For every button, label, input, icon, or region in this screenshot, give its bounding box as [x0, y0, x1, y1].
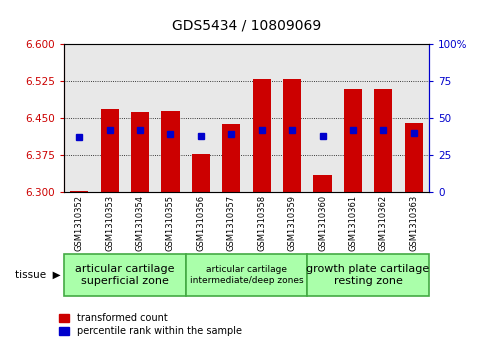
Bar [222, 124, 241, 192]
FancyBboxPatch shape [307, 254, 429, 296]
Bar [101, 109, 119, 192]
FancyBboxPatch shape [64, 254, 186, 296]
FancyBboxPatch shape [186, 254, 307, 296]
Bar [131, 112, 149, 192]
Bar [405, 123, 423, 192]
Bar [70, 191, 88, 192]
Bar [252, 79, 271, 192]
Bar [344, 89, 362, 192]
Bar [161, 110, 179, 192]
Text: GDS5434 / 10809069: GDS5434 / 10809069 [172, 19, 321, 33]
Text: articular cartilage
superficial zone: articular cartilage superficial zone [75, 264, 175, 286]
Bar [314, 175, 332, 192]
Legend: transformed count, percentile rank within the sample: transformed count, percentile rank withi… [59, 313, 242, 337]
Bar [374, 89, 392, 192]
Bar [192, 154, 210, 192]
Text: articular cartilage
intermediate/deep zones: articular cartilage intermediate/deep zo… [190, 265, 303, 285]
Bar [283, 79, 301, 192]
Text: tissue  ▶: tissue ▶ [15, 270, 61, 280]
Text: growth plate cartilage
resting zone: growth plate cartilage resting zone [307, 264, 430, 286]
